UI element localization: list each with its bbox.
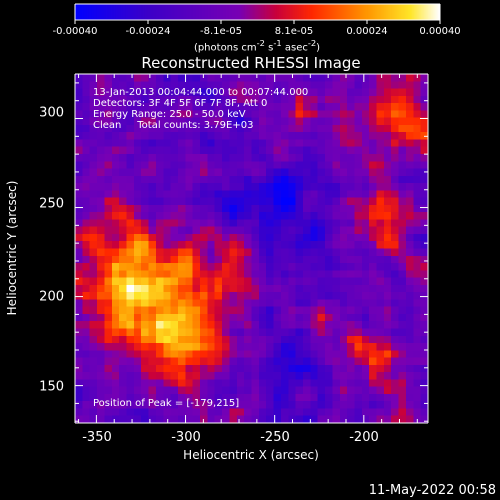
x-tick-label: -250 xyxy=(260,430,290,445)
colorbar-tick-label: 0.00024 xyxy=(346,26,388,37)
chart-title: Reconstructed RHESSI Image xyxy=(141,54,361,72)
colorbar-units: (photons cm-2 s-1 asec-2) xyxy=(193,38,321,54)
annotation-time: 13-Jan-2013 00:04:44.000 to 00:07:44.000 xyxy=(93,87,309,98)
colorbar-tick-label: 8.1e-05 xyxy=(274,26,314,37)
annotation-energy: Energy Range: 25.0 - 50.0 keV xyxy=(93,109,246,120)
colorbar xyxy=(75,4,440,20)
y-axis-label: Heliocentric Y (arcsec) xyxy=(5,180,19,316)
footer-timestamp: 11-May-2022 00:58 xyxy=(368,483,496,498)
x-tick-label: -300 xyxy=(171,430,201,445)
y-tick-label: 150 xyxy=(39,379,64,395)
annotation-peak: Position of Peak = [-179,215] xyxy=(93,398,240,409)
colorbar-tick-label: 0.00040 xyxy=(419,26,461,37)
colorbar-tick-label: -0.00024 xyxy=(125,26,171,37)
x-axis-label: Heliocentric X (arcsec) xyxy=(183,448,319,462)
x-tick-label: -200 xyxy=(349,430,379,445)
y-tick-label: 250 xyxy=(39,196,64,212)
colorbar-tick-label: -8.1e-05 xyxy=(200,26,242,37)
y-tick-label: 300 xyxy=(39,105,64,121)
colorbar-tick-label: -0.00040 xyxy=(52,26,98,37)
annotation-counts: Clean Total counts: 3.79E+03 xyxy=(93,120,254,131)
annotation-detectors: Detectors: 3F 4F 5F 6F 7F 8F, Att 0 xyxy=(93,98,268,109)
x-tick-label: -350 xyxy=(82,430,112,445)
heatmap-image xyxy=(75,74,428,423)
y-tick-label: 200 xyxy=(39,289,64,305)
